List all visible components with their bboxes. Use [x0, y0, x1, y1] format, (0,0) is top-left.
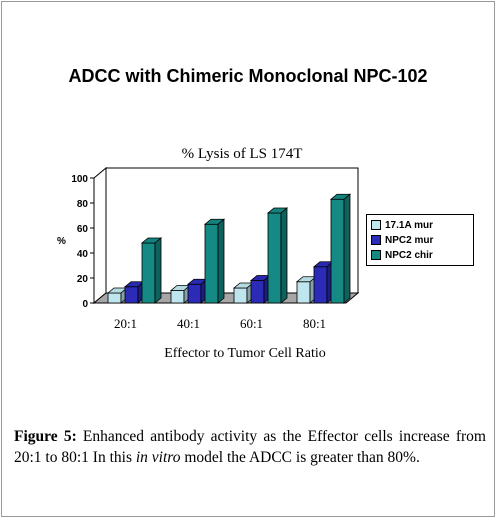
legend-swatch	[371, 250, 381, 260]
y-tick-label: 20	[77, 274, 89, 285]
x-axis-label: Effector to Tumor Cell Ratio	[164, 346, 326, 361]
x-tick-label: 20:1	[114, 316, 137, 331]
x-tick-label: 60:1	[240, 316, 263, 331]
legend-label: 17.1A mur	[385, 219, 433, 231]
bar	[141, 242, 156, 304]
legend-label: NPC2 chir	[385, 249, 433, 261]
bar	[170, 290, 185, 304]
chart-title: % Lysis of LS 174T	[181, 146, 303, 162]
y-axis-label: %	[57, 236, 66, 247]
bar	[107, 292, 122, 304]
legend-label: NPC2 mur	[385, 234, 434, 246]
bar	[124, 286, 139, 304]
bar	[296, 281, 311, 304]
bar	[313, 266, 328, 304]
x-tick-label: 40:1	[177, 316, 200, 331]
bar-side	[343, 193, 351, 304]
x-tick-label: 80:1	[303, 316, 326, 331]
figure-caption: Figure 5: Enhanced antibody activity as …	[14, 426, 486, 468]
y-tick-label: 0	[82, 299, 88, 310]
y-tick-label: 80	[77, 199, 89, 210]
legend-swatch	[371, 235, 381, 245]
caption-text-end: model the ADCC is greater than 80%.	[180, 449, 420, 466]
caption-label: Figure 5:	[14, 428, 77, 445]
bar-side	[217, 218, 225, 304]
bar	[250, 280, 265, 304]
legend-item: NPC2 chir	[371, 248, 433, 262]
bar	[233, 287, 248, 304]
bar	[267, 212, 282, 304]
caption-text: Enhanced antibody activity as the Effect…	[14, 428, 486, 466]
y-tick-label: 40	[77, 249, 89, 260]
bar	[204, 223, 219, 304]
bar	[330, 198, 345, 304]
legend-swatch	[371, 220, 381, 230]
y-tick-label: 60	[77, 224, 89, 235]
slide-title: ADCC with Chimeric Monoclonal NPC-102	[68, 66, 428, 86]
legend-item: NPC2 mur	[371, 233, 433, 247]
side-wall	[93, 166, 107, 305]
caption-italic-text: in vitro	[135, 449, 181, 466]
bar-side	[280, 207, 288, 304]
bar	[187, 283, 202, 304]
y-tick-label: 100	[71, 174, 88, 185]
legend-item: 17.1A mur	[371, 218, 433, 232]
legend: 17.1A mur NPC2 mur NPC2 chir	[366, 214, 474, 266]
bar-side	[154, 237, 162, 304]
